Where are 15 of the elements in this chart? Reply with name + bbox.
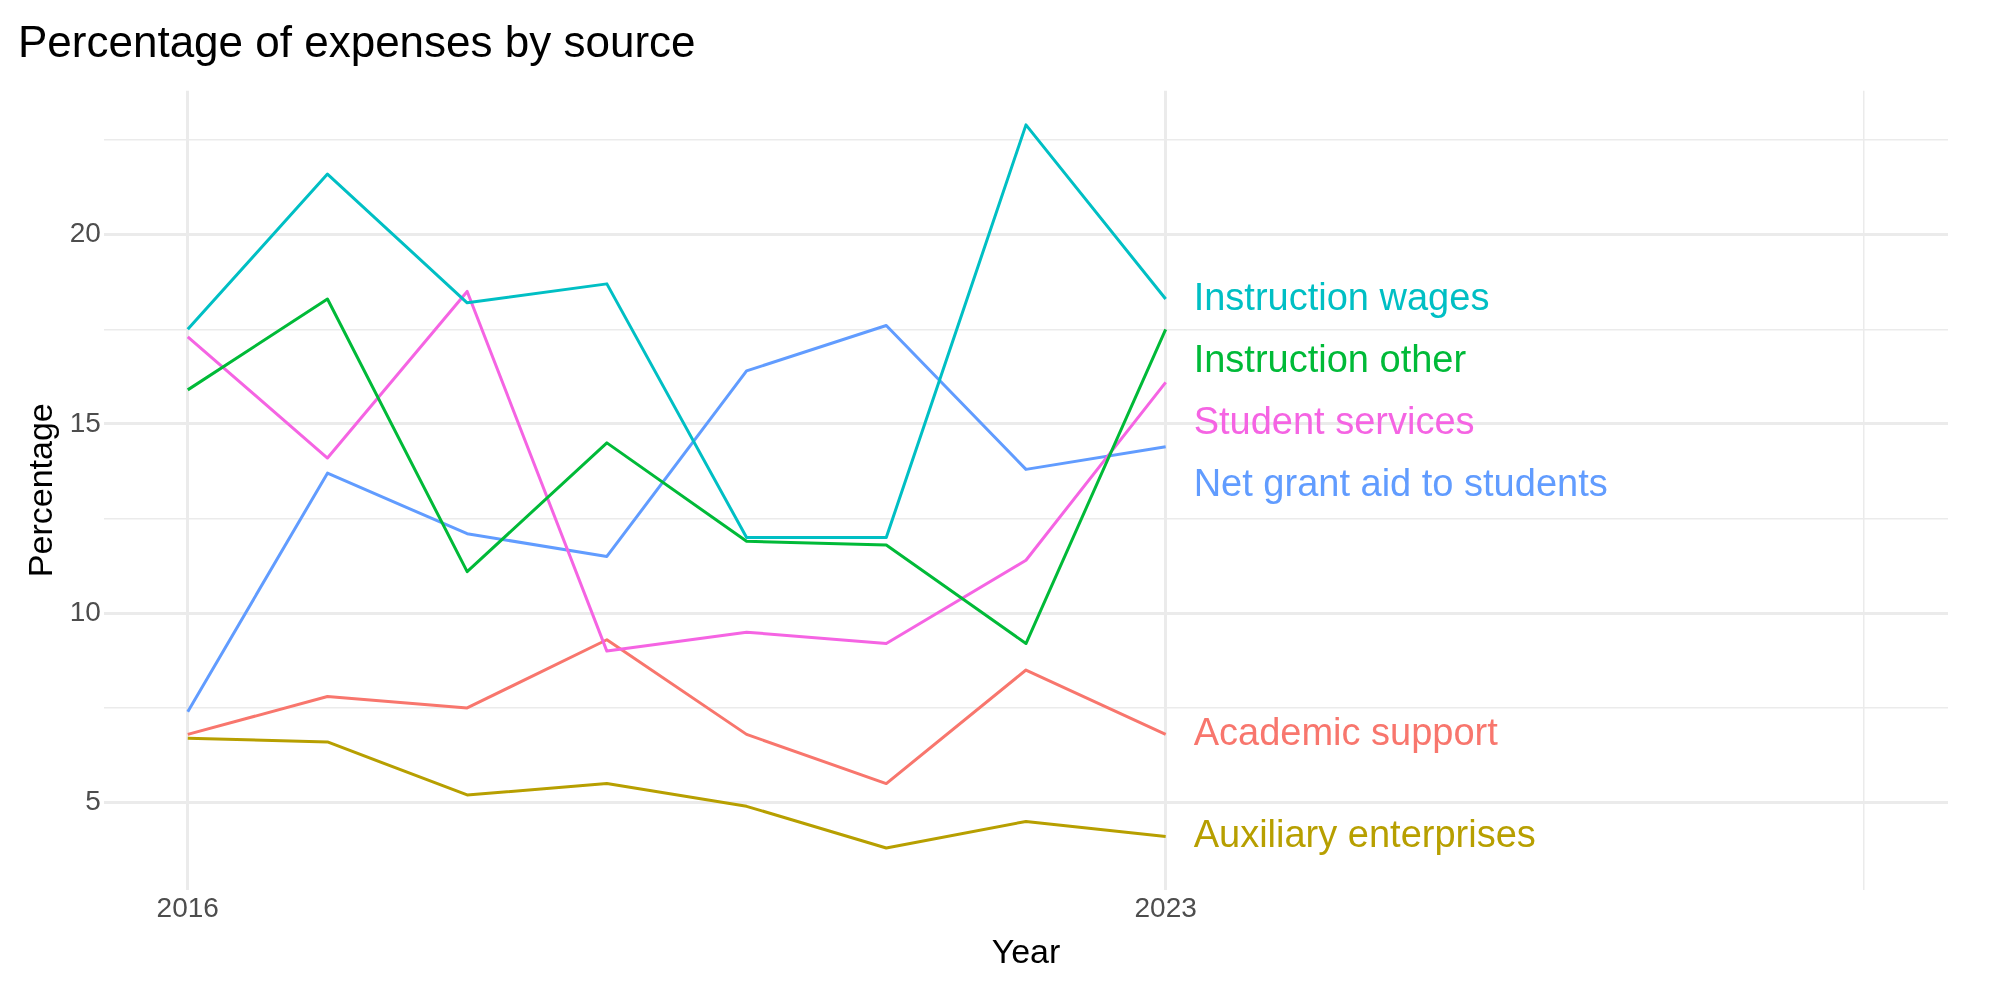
series-label: Instruction other	[1193, 337, 1467, 380]
series-label: Student services	[1193, 399, 1475, 442]
y-tick-label: 15	[69, 406, 101, 438]
y-tick-label: 10	[69, 595, 101, 627]
y-tick-label: 5	[85, 785, 101, 817]
x-tick-label: 2023	[1134, 892, 1197, 924]
y-axis-title: Percentage	[20, 403, 59, 578]
series-label: Net grant aid to students	[1193, 461, 1608, 504]
x-tick-label: 2016	[156, 892, 219, 924]
series-label: Instruction wages	[1193, 275, 1490, 318]
series-label: Academic support	[1193, 710, 1499, 753]
y-tick-label: 20	[69, 217, 101, 249]
chart-title: Percentage of expenses by source	[18, 16, 696, 66]
x-axis-title: Year	[991, 931, 1061, 970]
series-label: Auxiliary enterprises	[1193, 813, 1536, 856]
